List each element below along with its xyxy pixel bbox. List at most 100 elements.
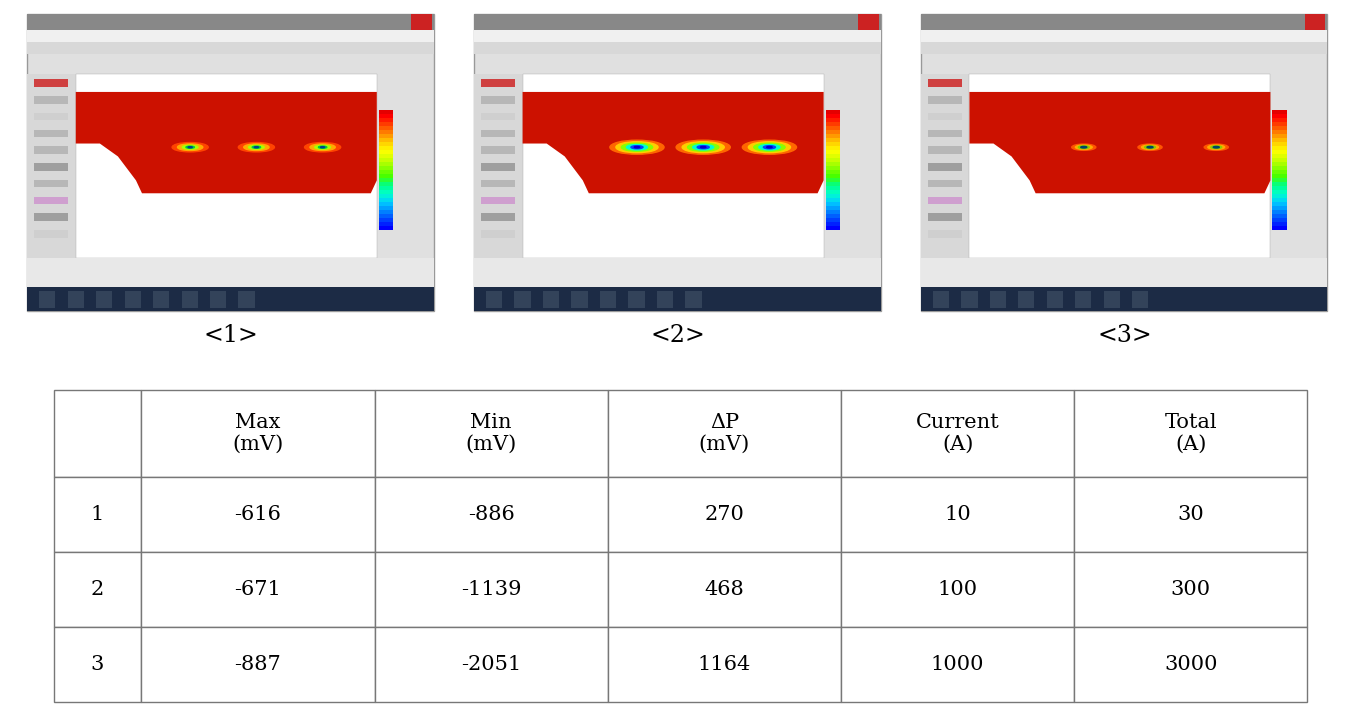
FancyBboxPatch shape [378, 154, 393, 158]
FancyBboxPatch shape [378, 186, 393, 190]
Circle shape [186, 146, 195, 148]
FancyBboxPatch shape [378, 163, 393, 166]
FancyBboxPatch shape [928, 163, 962, 170]
Circle shape [766, 147, 772, 148]
Text: 1164: 1164 [698, 655, 751, 674]
FancyBboxPatch shape [125, 291, 140, 308]
FancyBboxPatch shape [378, 138, 393, 142]
FancyBboxPatch shape [1273, 183, 1286, 186]
FancyBboxPatch shape [1018, 291, 1034, 308]
Circle shape [1147, 147, 1153, 148]
FancyBboxPatch shape [841, 477, 1074, 552]
FancyBboxPatch shape [928, 130, 962, 137]
Polygon shape [523, 92, 823, 193]
FancyBboxPatch shape [1273, 226, 1286, 230]
FancyBboxPatch shape [826, 170, 840, 174]
FancyBboxPatch shape [1273, 214, 1286, 218]
FancyBboxPatch shape [1273, 122, 1286, 126]
Circle shape [749, 142, 791, 153]
FancyBboxPatch shape [378, 115, 393, 118]
Circle shape [622, 143, 653, 151]
FancyBboxPatch shape [53, 627, 142, 702]
FancyBboxPatch shape [480, 113, 516, 120]
FancyBboxPatch shape [600, 291, 617, 308]
FancyBboxPatch shape [826, 118, 840, 122]
FancyBboxPatch shape [378, 214, 393, 218]
FancyBboxPatch shape [1273, 202, 1286, 206]
FancyBboxPatch shape [1273, 115, 1286, 118]
FancyBboxPatch shape [1273, 190, 1286, 194]
FancyBboxPatch shape [27, 42, 434, 54]
FancyBboxPatch shape [378, 158, 393, 163]
Circle shape [318, 146, 327, 148]
FancyBboxPatch shape [486, 291, 502, 308]
FancyBboxPatch shape [39, 291, 56, 308]
FancyBboxPatch shape [826, 150, 840, 154]
FancyBboxPatch shape [1273, 138, 1286, 142]
FancyBboxPatch shape [1104, 291, 1120, 308]
FancyBboxPatch shape [1273, 178, 1286, 183]
FancyBboxPatch shape [34, 180, 68, 188]
FancyBboxPatch shape [1273, 166, 1286, 170]
Circle shape [1204, 144, 1228, 150]
FancyBboxPatch shape [826, 110, 840, 115]
FancyBboxPatch shape [1047, 291, 1063, 308]
FancyBboxPatch shape [378, 130, 393, 135]
FancyBboxPatch shape [27, 258, 434, 288]
FancyBboxPatch shape [152, 291, 169, 308]
FancyBboxPatch shape [374, 552, 608, 627]
FancyBboxPatch shape [826, 211, 840, 214]
FancyBboxPatch shape [34, 197, 68, 204]
FancyBboxPatch shape [826, 115, 840, 118]
FancyBboxPatch shape [142, 390, 374, 477]
FancyBboxPatch shape [210, 291, 226, 308]
Circle shape [1142, 145, 1158, 150]
FancyBboxPatch shape [181, 291, 197, 308]
FancyBboxPatch shape [378, 178, 393, 183]
FancyBboxPatch shape [826, 202, 840, 206]
FancyBboxPatch shape [826, 194, 840, 198]
FancyBboxPatch shape [480, 197, 516, 204]
FancyBboxPatch shape [826, 130, 840, 135]
FancyBboxPatch shape [142, 552, 374, 627]
Text: 1: 1 [91, 505, 105, 524]
Text: 30: 30 [1177, 505, 1204, 524]
Text: Min
(mV): Min (mV) [465, 413, 517, 454]
Circle shape [1145, 146, 1155, 149]
FancyBboxPatch shape [378, 166, 393, 170]
FancyBboxPatch shape [920, 30, 1327, 42]
FancyBboxPatch shape [76, 74, 377, 258]
FancyBboxPatch shape [378, 122, 393, 126]
FancyBboxPatch shape [53, 552, 142, 627]
FancyBboxPatch shape [826, 146, 840, 150]
FancyBboxPatch shape [514, 291, 531, 308]
FancyBboxPatch shape [34, 231, 68, 238]
FancyBboxPatch shape [826, 226, 840, 230]
Circle shape [617, 142, 659, 153]
FancyBboxPatch shape [480, 147, 516, 154]
FancyBboxPatch shape [608, 477, 841, 552]
FancyBboxPatch shape [474, 288, 881, 311]
FancyBboxPatch shape [826, 154, 840, 158]
Text: -886: -886 [468, 505, 514, 524]
FancyBboxPatch shape [826, 126, 840, 130]
Circle shape [697, 145, 709, 149]
Text: -1139: -1139 [461, 580, 521, 599]
Circle shape [1075, 145, 1093, 150]
FancyBboxPatch shape [474, 14, 881, 311]
Circle shape [610, 140, 664, 154]
FancyBboxPatch shape [826, 218, 840, 222]
Circle shape [676, 140, 731, 154]
Circle shape [310, 144, 335, 150]
FancyBboxPatch shape [378, 211, 393, 214]
Text: Max
(mV): Max (mV) [233, 413, 283, 454]
FancyBboxPatch shape [378, 135, 393, 138]
FancyBboxPatch shape [1273, 206, 1286, 211]
FancyBboxPatch shape [989, 291, 1006, 308]
FancyBboxPatch shape [378, 194, 393, 198]
FancyBboxPatch shape [1273, 194, 1286, 198]
FancyBboxPatch shape [1074, 552, 1308, 627]
FancyBboxPatch shape [928, 180, 962, 188]
FancyBboxPatch shape [826, 122, 840, 126]
FancyBboxPatch shape [142, 477, 374, 552]
